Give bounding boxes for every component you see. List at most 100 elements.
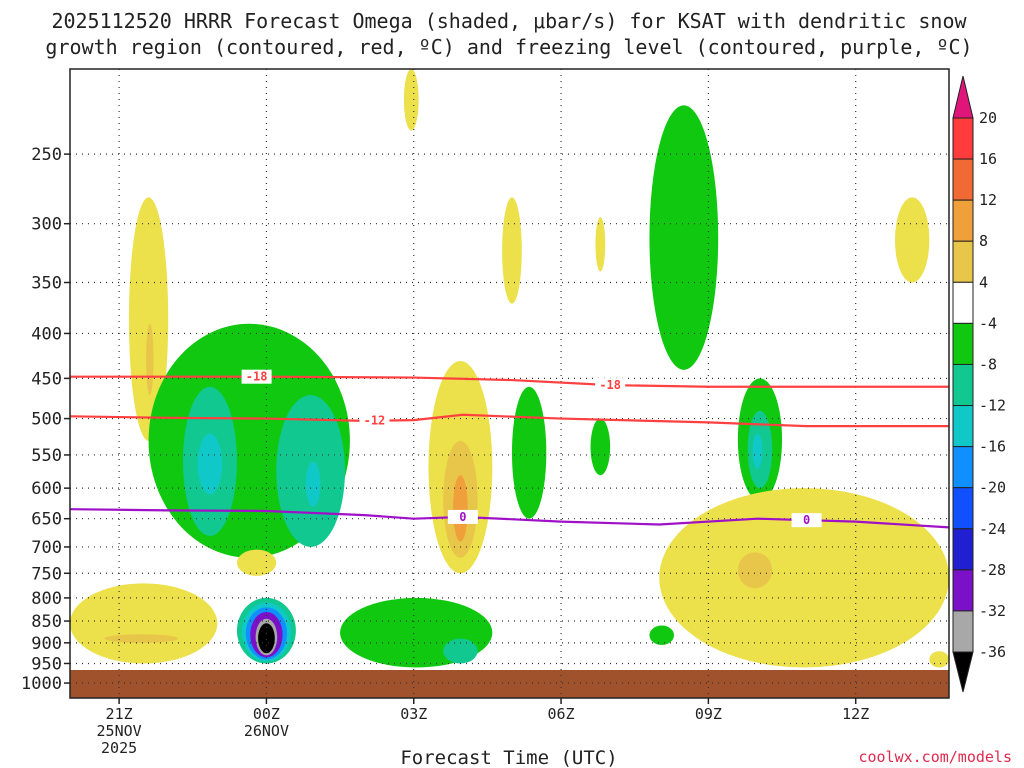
x-axis-title: Forecast Time (UTC): [400, 747, 617, 768]
ytick-label-450: 450: [31, 369, 62, 389]
omega-region-6: [305, 461, 321, 507]
colorbar-segment-3: [952, 240, 974, 283]
omega-region-11: [590, 418, 611, 476]
colorbar-segment-6: [952, 363, 974, 407]
ytick-label-900: 900: [31, 634, 62, 654]
xtick-label--3-2: 2025: [101, 739, 137, 757]
ytick-label-550: 550: [31, 446, 62, 466]
isotherm-1: [69, 413, 949, 428]
isotherm-label-bg-3: [447, 509, 478, 524]
colorbar-label-5: -4: [979, 314, 997, 332]
isotherm-label-0: -18: [246, 370, 268, 384]
colorbar-label-1: 16: [979, 150, 997, 168]
colorbar-segment-2: [952, 199, 974, 242]
omega-region-13: [502, 197, 522, 304]
ytick-label-600: 600: [31, 479, 62, 499]
xtick-label-0-0: 00Z: [253, 705, 280, 723]
chart-title-line2: growth region (contoured, red, ºC) and f…: [45, 35, 972, 59]
colorbar-label-6: -8: [979, 355, 997, 373]
isotherm-label-4: 0: [803, 513, 810, 527]
ytick-label-300: 300: [31, 215, 62, 235]
omega-region-28: [929, 651, 949, 668]
omega-region-23: [104, 634, 179, 643]
colorbar-segment-4: [952, 281, 974, 324]
omega-region-15: [649, 105, 719, 370]
colorbar-label-11: -28: [979, 561, 1006, 579]
omega-region-22: [69, 583, 218, 664]
omega-region-0: [128, 197, 169, 441]
xtick-label-9-0: 09Z: [695, 705, 722, 723]
omega-region-27: [649, 625, 675, 645]
ground-surface: [70, 670, 949, 698]
omega-region-14: [595, 217, 606, 272]
omega-region-18: [752, 433, 763, 469]
ytick-label-350: 350: [31, 274, 62, 294]
y-axis-ticks: 2503003504004505005506006507007508008509…: [21, 145, 70, 694]
colorbar-segment-1: [952, 158, 974, 201]
ytick-label-850: 850: [31, 612, 62, 632]
colorbar-label-12: -32: [979, 602, 1006, 620]
ytick-label-500: 500: [31, 410, 62, 430]
colorbar-bottom-arrow: [952, 651, 974, 693]
omega-region-35: [258, 623, 275, 654]
ytick-label-650: 650: [31, 510, 62, 530]
colorbar-segment-11: [952, 569, 974, 612]
colorbar-segment-7: [952, 405, 974, 448]
isotherm-label-bg-0: [241, 369, 272, 384]
colorbar-label-4: 4: [979, 273, 988, 291]
isotherm-label-3: 0: [459, 510, 466, 524]
xtick-label--3-0: 21Z: [106, 705, 133, 723]
colorbar-label-2: 12: [979, 191, 997, 209]
colorbar-label-10: -24: [979, 520, 1006, 538]
isotherm-label-bg-1: [595, 378, 626, 393]
omega-region-12: [403, 69, 419, 131]
omega-region-1: [146, 323, 154, 395]
ytick-label-750: 750: [31, 564, 62, 584]
xtick-label-3-0: 03Z: [400, 705, 427, 723]
omega-region-19: [894, 197, 930, 283]
colorbar-label-7: -12: [979, 397, 1006, 415]
chart-title-line1: 2025112520 HRRR Forecast Omega (shaded, …: [51, 9, 967, 33]
credit-link[interactable]: coolwx.com/models: [858, 748, 1012, 766]
ytick-label-250: 250: [31, 145, 62, 165]
ytick-label-400: 400: [31, 324, 62, 344]
colorbar-label-0: 20: [979, 109, 997, 127]
colorbar-segment-12: [952, 610, 974, 653]
xtick-label-0-1: 26NOV: [244, 722, 289, 740]
xtick-label--3-1: 25NOV: [97, 722, 142, 740]
isotherm-0: [70, 375, 949, 388]
ytick-label-1000: 1000: [21, 674, 62, 694]
colorbar: 20 16 12 8 4 -4 -8 -12 -16 -20 -24 -28 -32 -36: [952, 75, 1006, 693]
colorbar-segment-9: [952, 487, 974, 530]
colorbar-segment-10: [952, 528, 974, 571]
isotherm-label-1: -18: [599, 378, 621, 392]
omega-region-21: [737, 552, 773, 589]
ytick-label-700: 700: [31, 538, 62, 558]
colorbar-label-3: 8: [979, 232, 988, 250]
plot-frame: [69, 68, 950, 699]
colorbar-label-9: -20: [979, 479, 1006, 497]
ytick-label-950: 950: [31, 654, 62, 674]
colorbar-top-arrow: [952, 75, 974, 119]
isotherm-contours: -18 -18 -12 0 0: [69, 369, 950, 529]
colorbar-segment-5: [952, 322, 974, 365]
colorbar-segment-8: [952, 446, 974, 489]
omega-region-20: [659, 488, 950, 668]
omega-region-24: [236, 549, 277, 576]
colorbar-segment-0: [952, 117, 974, 160]
isotherm-label-bg-2: [359, 413, 390, 428]
omega-region-10: [511, 386, 547, 519]
omega-region-9: [453, 475, 468, 542]
colorbar-label-13: -36: [979, 643, 1006, 661]
isotherm-label-bg-4: [791, 513, 822, 528]
isotherm-label-2: -12: [364, 414, 386, 428]
xtick-label-6-0: 06Z: [548, 705, 575, 723]
xtick-label-12-0: 12Z: [842, 705, 869, 723]
omega-region-4: [197, 433, 223, 495]
ytick-label-800: 800: [31, 589, 62, 609]
gridlines: [70, 69, 949, 698]
colorbar-label-8: -16: [979, 438, 1006, 456]
omega-region-26: [443, 638, 478, 664]
